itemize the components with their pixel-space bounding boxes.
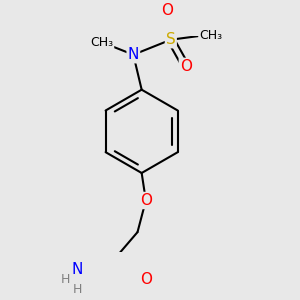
Text: O: O: [180, 59, 192, 74]
Text: H: H: [73, 283, 82, 296]
Text: H: H: [61, 273, 70, 286]
Text: CH₃: CH₃: [90, 36, 113, 49]
Text: S: S: [166, 32, 176, 47]
Text: O: O: [140, 193, 152, 208]
Text: O: O: [140, 272, 152, 287]
Text: N: N: [128, 47, 139, 62]
Text: N: N: [72, 262, 83, 277]
Text: CH₃: CH₃: [199, 29, 222, 42]
Text: O: O: [161, 3, 173, 18]
